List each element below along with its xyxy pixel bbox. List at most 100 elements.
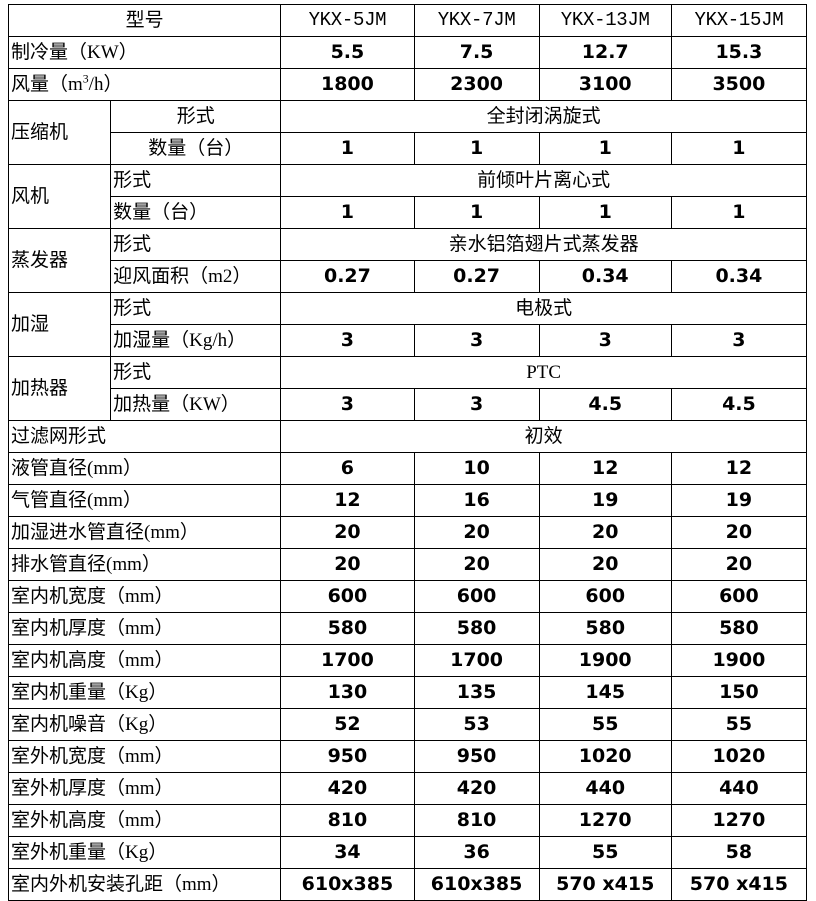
data-cell: 145 xyxy=(538,676,672,709)
data-cell: 580 xyxy=(413,612,540,645)
data-cell: 20 xyxy=(538,516,672,549)
data-cell: 1800 xyxy=(280,68,415,101)
data-cell: 1020 xyxy=(538,740,672,773)
data-cell: 3 xyxy=(280,324,415,357)
table-row: 加热器 形式 PTC xyxy=(7,356,807,421)
row-sub-label: 加湿量（Kg/h） xyxy=(110,324,282,357)
data-cell-merged: 全封闭涡旋式 xyxy=(280,100,807,133)
data-cell: 1 xyxy=(538,132,672,165)
row-label: 过滤网形式 xyxy=(7,420,282,453)
data-cell: 19 xyxy=(670,484,808,517)
row-group-label: 风机 xyxy=(7,164,112,229)
row-label: 室内外机安装孔距（mm） xyxy=(7,868,282,901)
row-sub-label: 迎风面积（m2） xyxy=(110,260,282,293)
data-cell: 0.27 xyxy=(280,260,415,293)
data-cell: 20 xyxy=(413,516,540,549)
data-cell: 20 xyxy=(538,548,672,581)
data-cell: 3 xyxy=(538,324,672,357)
data-cell: 420 xyxy=(413,772,540,805)
table-row: 室内机宽度（mm） 600 600 600 600 xyxy=(7,580,808,613)
row-group-label: 加热器 xyxy=(7,356,112,421)
data-cell: 20 xyxy=(670,548,808,581)
data-cell: 950 xyxy=(413,740,540,773)
row-label: 室内机噪音（Kg） xyxy=(7,708,282,741)
table-row: 室外机高度（mm） 810 810 1270 1270 xyxy=(7,804,808,837)
data-cell: 600 xyxy=(670,580,808,613)
data-cell: 53 xyxy=(413,708,540,741)
data-cell-merged: 前倾叶片离心式 xyxy=(280,164,807,197)
data-cell: 1 xyxy=(413,196,540,229)
row-label: 室内机重量（Kg） xyxy=(7,676,282,709)
data-cell: 1270 xyxy=(538,804,672,837)
data-cell: 1270 xyxy=(670,804,808,837)
data-cell: 570 x415 xyxy=(670,868,808,901)
data-cell: 130 xyxy=(280,676,415,709)
row-label: 室内机高度（mm） xyxy=(7,644,282,677)
data-cell: 420 xyxy=(280,772,415,805)
row-label: 制冷量（KW） xyxy=(7,36,282,69)
data-cell: 55 xyxy=(538,708,672,741)
row-sub-label: 形式 xyxy=(110,292,282,325)
table-row: 室内机噪音（Kg） 52 53 55 55 xyxy=(7,708,808,741)
data-cell-merged: 亲水铝箔翅片式蒸发器 xyxy=(280,228,807,261)
table-row: 风机 形式 前倾叶片离心式 xyxy=(7,164,807,229)
data-cell: 4.5 xyxy=(538,388,672,421)
data-cell: 1020 xyxy=(670,740,808,773)
specification-table-body: 型号 YKX-5JM YKX-7JM YKX-13JM YKX-15JM 制冷量（KW） 5… xyxy=(7,4,808,901)
table-row: 气管直径(mm） 12 16 19 19 xyxy=(7,484,808,517)
data-cell: 5.5 xyxy=(280,36,415,69)
data-cell: 0.34 xyxy=(670,260,808,293)
data-cell: 52 xyxy=(280,708,415,741)
data-cell-merged: PTC xyxy=(280,356,807,389)
data-cell: 12 xyxy=(280,484,415,517)
data-cell: 810 xyxy=(280,804,415,837)
data-cell: 3 xyxy=(670,324,808,357)
table-row: 数量（台） 1 1 1 1 xyxy=(9,132,808,165)
data-cell-merged: 初效 xyxy=(280,420,807,453)
data-cell: 0.34 xyxy=(538,260,672,293)
row-sub-label: 形式 xyxy=(110,228,282,261)
data-cell: 55 xyxy=(670,708,808,741)
data-cell: 440 xyxy=(670,772,808,805)
table-row: 加热量（KW） 3 3 4.5 4.5 xyxy=(9,388,808,421)
table-row: 室外机厚度（mm） 420 420 440 440 xyxy=(7,772,808,805)
table-row: 迎风面积（m2） 0.27 0.27 0.34 0.34 xyxy=(9,260,808,293)
data-cell: 610x385 xyxy=(280,868,415,901)
data-cell-merged: 电极式 xyxy=(280,292,807,325)
row-label: 风量（m3/h） xyxy=(7,68,282,101)
data-cell: 19 xyxy=(538,484,672,517)
data-cell: 150 xyxy=(670,676,808,709)
row-sub-label: 数量（台） xyxy=(110,196,282,229)
table-row: 型号 YKX-5JM YKX-7JM YKX-13JM YKX-15JM xyxy=(7,4,808,37)
table-row: 风量（m3/h） 1800 2300 3100 3500 xyxy=(7,68,808,101)
table-row: 加湿量（Kg/h） 3 3 3 3 xyxy=(9,324,808,357)
data-cell: 1 xyxy=(413,132,540,165)
data-cell: 610x385 xyxy=(413,868,540,901)
table-row: 液管直径(mm） 6 10 12 12 xyxy=(7,452,808,485)
data-cell: 810 xyxy=(413,804,540,837)
table-row: 加湿 形式 电极式 xyxy=(7,292,807,357)
data-cell: 570 x415 xyxy=(538,868,672,901)
row-label: 室内机厚度（mm） xyxy=(7,612,282,645)
data-cell: 12 xyxy=(538,452,672,485)
data-cell: 440 xyxy=(538,772,672,805)
data-cell: 20 xyxy=(280,516,415,549)
row-label: 室外机高度（mm） xyxy=(7,804,282,837)
model-header-label: 型号 xyxy=(7,4,282,37)
row-group-label: 加湿 xyxy=(7,292,112,357)
data-cell: 1 xyxy=(670,132,808,165)
table-row: 室内外机安装孔距（mm） 610x385 610x385 570 x415 570 x4… xyxy=(7,868,808,901)
row-label: 液管直径(mm） xyxy=(7,452,282,485)
data-cell: 580 xyxy=(538,612,672,645)
specification-table-container: 型号 YKX-5JM YKX-7JM YKX-13JM YKX-15JM 制冷量（KW） 5… xyxy=(7,4,808,901)
row-label: 室外机厚度（mm） xyxy=(7,772,282,805)
table-row: 制冷量（KW） 5.5 7.5 12.7 15.3 xyxy=(7,36,808,69)
data-cell: 20 xyxy=(413,548,540,581)
model-column-header: YKX-7JM xyxy=(413,4,540,37)
data-cell: 1700 xyxy=(280,644,415,677)
table-row: 室外机宽度（mm） 950 950 1020 1020 xyxy=(7,740,808,773)
row-sub-label: 数量（台） xyxy=(110,132,282,165)
data-cell: 1 xyxy=(538,196,672,229)
table-row: 室内机厚度（mm） 580 580 580 580 xyxy=(7,612,808,645)
data-cell: 1 xyxy=(280,196,415,229)
